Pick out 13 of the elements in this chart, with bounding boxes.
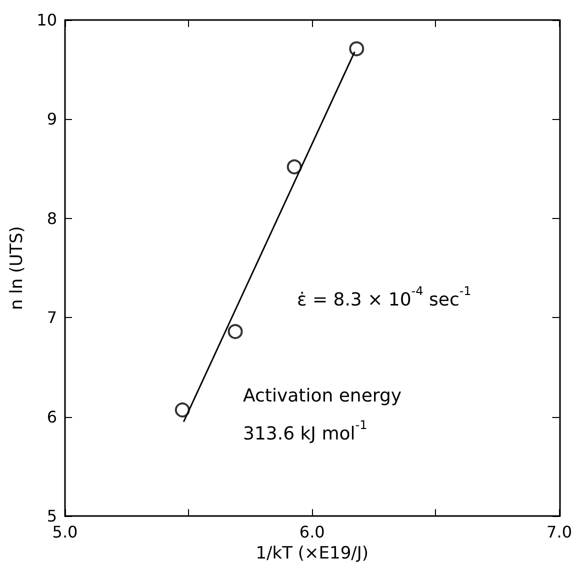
point	[349, 41, 364, 56]
y-tick-label: 10	[36, 10, 57, 30]
y-tick-label: 9	[46, 110, 57, 129]
point	[228, 324, 243, 340]
y-tick-label: 7	[46, 308, 57, 328]
y-axis-title: n ln (UTS)	[7, 226, 28, 310]
x-tick-label: 6.0	[299, 522, 325, 542]
x-axis-title: 1/kT (×E19/J)	[256, 544, 369, 564]
y-tick-label: 8	[46, 208, 57, 228]
point	[286, 159, 302, 174]
y-tick-label: 6	[46, 407, 57, 426]
point	[174, 402, 190, 418]
x-tick-label: 7.0	[546, 522, 572, 542]
